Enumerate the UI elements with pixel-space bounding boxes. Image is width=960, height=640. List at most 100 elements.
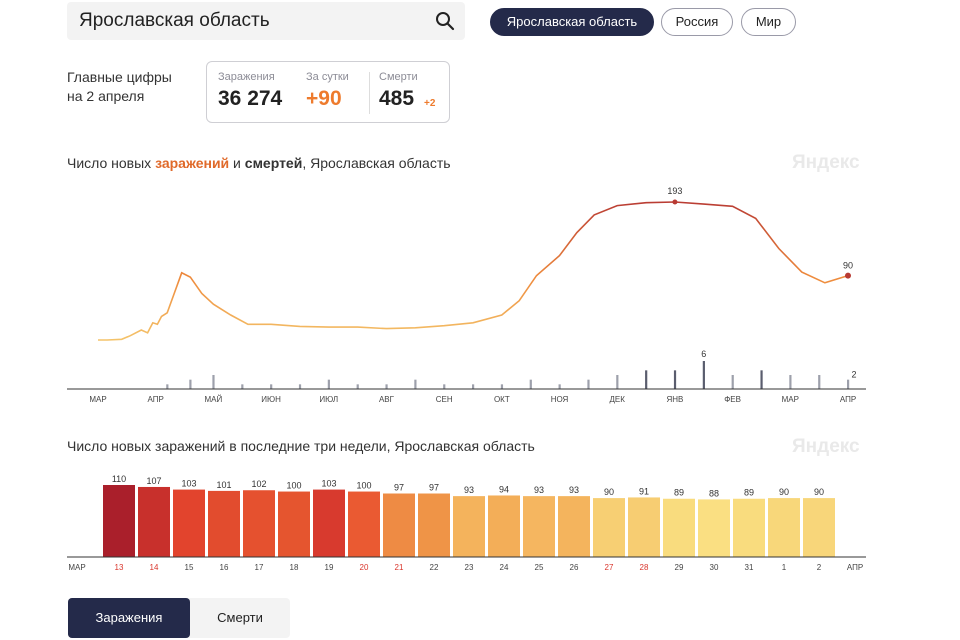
- tab-region-yaroslavl[interactable]: Ярославская область: [490, 8, 654, 36]
- bar-value-label: 90: [779, 487, 789, 497]
- stat-daily: За сутки +90: [306, 71, 349, 111]
- bar: [103, 485, 135, 557]
- search-input[interactable]: Ярославская область: [79, 10, 270, 31]
- headline-date: на 2 апреля: [67, 88, 145, 104]
- brand-logo-2: Яндекс: [792, 436, 860, 457]
- bar: [383, 493, 415, 557]
- bar: [418, 493, 450, 557]
- deaths-bar: [673, 370, 677, 389]
- chart1-annotations: 193 90 6 2: [667, 186, 856, 380]
- infections-peak-marker: [672, 199, 678, 205]
- bar: [663, 498, 695, 557]
- chart1-title-infections: заражений: [155, 155, 230, 171]
- deaths-bar: [212, 375, 215, 389]
- x-tick-label: АПР: [840, 395, 856, 404]
- bar-value-label: 90: [604, 487, 614, 497]
- x-tick-label: 28: [640, 563, 649, 572]
- deaths-last-label: 2: [851, 370, 856, 380]
- deaths-bar: [760, 370, 763, 389]
- deaths-bar: [356, 384, 359, 389]
- x-tick-label: МАЙ: [205, 395, 223, 404]
- x-tick-label: ЯНВ: [666, 395, 683, 404]
- deaths-bar: [472, 384, 475, 389]
- bar-value-label: 103: [181, 479, 196, 489]
- tab-deaths[interactable]: Смерти: [217, 610, 263, 625]
- x-tick-label: 26: [570, 563, 579, 572]
- deaths-bar: [241, 384, 244, 389]
- deaths-bar: [166, 384, 169, 389]
- deaths-bar: [270, 384, 273, 389]
- headline-line1: Главные цифры: [67, 69, 172, 85]
- chart1-title-part5: , Ярославская область: [302, 155, 451, 171]
- x-tick-label: 14: [150, 563, 159, 572]
- bar-value-label: 100: [356, 481, 371, 491]
- x-tick-label: МАР: [782, 395, 799, 404]
- bar-value-label: 89: [674, 488, 684, 498]
- tab-region-world[interactable]: Мир: [741, 8, 796, 36]
- bar: [523, 496, 555, 557]
- tab-infections[interactable]: Заражения: [68, 598, 190, 638]
- x-tick-label: 23: [465, 563, 474, 572]
- x-tick-label: 2: [817, 563, 822, 572]
- search-icon[interactable]: [435, 11, 455, 31]
- bar-value-label: 93: [569, 485, 579, 495]
- x-tick-label: ИЮЛ: [319, 395, 338, 404]
- x-tick-label: СЕН: [436, 395, 453, 404]
- brand-logo-1: Яндекс: [792, 152, 860, 173]
- x-tick-label: 1: [782, 563, 787, 572]
- bar: [453, 496, 485, 557]
- x-tick-label: 13: [115, 563, 124, 572]
- stat-deaths-label: Смерти: [379, 71, 418, 83]
- stats-divider: [369, 72, 370, 114]
- deaths-bar: [789, 375, 792, 389]
- x-tick-label: АВГ: [379, 395, 395, 404]
- deaths-bar: [587, 379, 590, 389]
- deaths-bar: [702, 361, 705, 389]
- tab-region-russia[interactable]: Россия: [661, 8, 733, 36]
- chart2-labels: 110 13 107 14 103 15 101 16 102 17 100 18 103 19 100 20…: [68, 474, 863, 572]
- stat-deaths: Смерти 485 +2: [379, 71, 435, 111]
- x-tick-label: 15: [185, 563, 194, 572]
- stat-deaths-delta: +2: [424, 98, 436, 109]
- infections-peak-label: 193: [667, 186, 682, 196]
- headline: Главные цифры на 2 апреля: [67, 68, 172, 106]
- bar-value-label: 100: [286, 481, 301, 491]
- bar-value-label: 93: [464, 485, 474, 495]
- bar: [278, 491, 310, 557]
- bar: [208, 490, 240, 557]
- x-tick-label: МАР: [89, 395, 106, 404]
- bar: [698, 499, 730, 557]
- deaths-bar: [731, 375, 734, 389]
- bar: [558, 496, 590, 557]
- chart1-title-part3: и: [229, 155, 245, 171]
- search-bar[interactable]: Ярославская область: [67, 2, 465, 40]
- x-tick-label: 24: [500, 563, 509, 572]
- x-tick-label: НОЯ: [551, 395, 569, 404]
- bar-value-label: 97: [394, 483, 404, 493]
- x-tick-label: 21: [395, 563, 404, 572]
- deaths-bar: [529, 379, 532, 389]
- chart1-title: Число новых заражений и смертей, Ярослав…: [67, 155, 451, 171]
- deaths-bar: [500, 384, 504, 389]
- x-tick-label: 31: [745, 563, 754, 572]
- chart1-x-ticks: МАР АПР МАЙ ИЮН ИЮЛ АВГ СЕН ОКТ НОЯ ДЕК ЯНВ ФЕВ МАР А…: [89, 395, 856, 404]
- x-tick-label: ФЕВ: [724, 395, 741, 404]
- bar-value-label: 90: [814, 487, 824, 497]
- bar: [173, 489, 205, 557]
- deaths-peak-label: 6: [701, 349, 706, 359]
- deaths-bar: [443, 384, 446, 389]
- x-tick-label: 20: [360, 563, 369, 572]
- stat-infections-label: Заражения: [218, 71, 275, 83]
- x-edge-label-start: МАР: [68, 563, 85, 572]
- stat-daily-value: +90: [306, 87, 342, 110]
- x-tick-label: 30: [710, 563, 719, 572]
- stat-daily-label: За сутки: [306, 71, 349, 83]
- x-tick-label: ИЮН: [261, 395, 281, 404]
- x-tick-label: 22: [430, 563, 439, 572]
- x-tick-label: 16: [220, 563, 229, 572]
- deaths-bar: [327, 379, 330, 389]
- bar-value-label: 94: [499, 484, 509, 494]
- x-tick-label: 29: [675, 563, 684, 572]
- bar-value-label: 102: [251, 479, 266, 489]
